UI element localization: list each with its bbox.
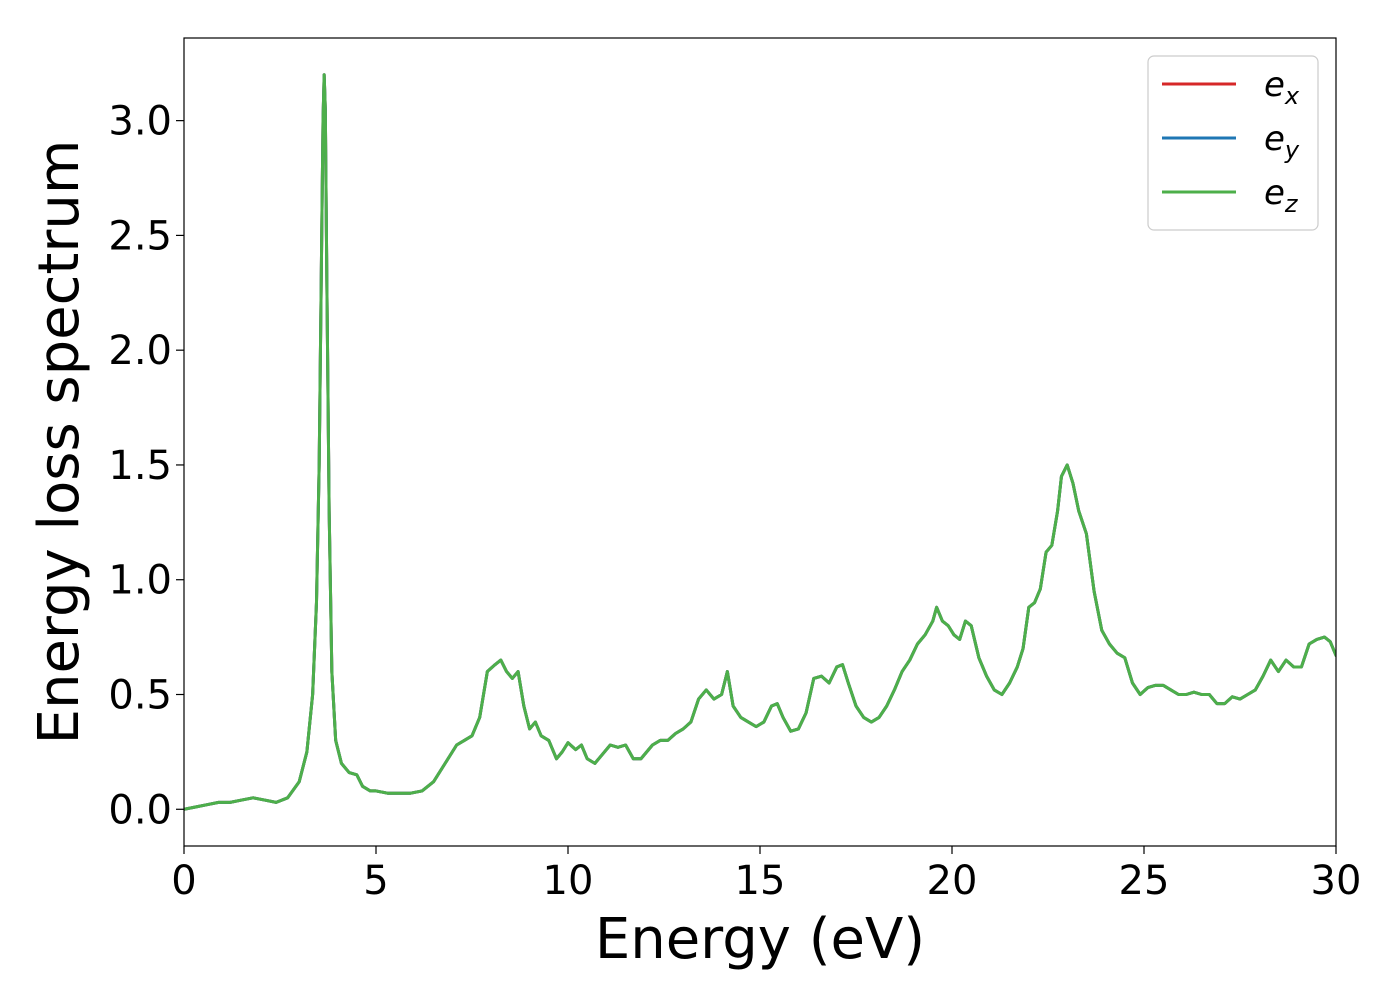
x-axis: 0 5 10 15 20 25 30	[171, 846, 1361, 904]
y-tick-label: 3.0	[108, 99, 172, 145]
x-tick-label: 30	[1311, 858, 1362, 904]
legend-box	[1147, 55, 1319, 231]
y-tick-label: 2.5	[108, 213, 172, 259]
y-tick-label: 1.5	[108, 443, 172, 489]
y-axis: 0.0 0.5 1.0 1.5 2.0 2.5 3.0	[108, 99, 184, 833]
y-tick-label: 0.5	[108, 673, 172, 719]
x-tick-label: 15	[735, 858, 786, 904]
legend-label-ey: ey	[1264, 119, 1300, 164]
legend-label-ez: ez	[1264, 173, 1299, 218]
y-axis-label: Energy loss spectrum	[27, 140, 92, 745]
x-tick-label: 20	[927, 858, 978, 904]
legend: ex ey ez	[1147, 55, 1319, 231]
y-tick-label: 1.0	[108, 558, 172, 604]
x-tick-label: 5	[363, 858, 388, 904]
y-tick-label: 2.0	[108, 328, 172, 374]
x-tick-label: 25	[1119, 858, 1170, 904]
x-tick-label: 0	[171, 858, 196, 904]
legend-label-ex: ex	[1264, 65, 1300, 110]
x-axis-label: Energy (eV)	[595, 907, 925, 972]
x-tick-label: 10	[543, 858, 594, 904]
y-tick-label: 0.0	[108, 787, 172, 833]
series-line-e-z	[184, 73, 1336, 811]
